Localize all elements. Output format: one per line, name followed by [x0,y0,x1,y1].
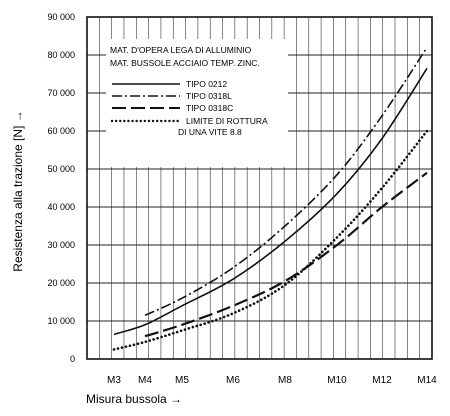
x-tick-label: M14 [417,375,437,386]
series-line-3 [144,171,428,338]
y-tick-label: 20 000 [47,278,75,288]
x-axis-title: Misura bussola → [86,392,182,406]
legend-header-line-2: MAT. BUSSOLE ACCIAIO TEMP. ZINC. [110,58,260,68]
x-tick-label: M5 [175,375,189,386]
legend: MAT. D'OPERA LEGA DI ALLUMINIO MAT. BUSS… [106,39,288,167]
y-tick-label: 70 000 [47,88,75,98]
series-line-2 [144,46,428,317]
y-tick-label: 40 000 [47,202,75,212]
legend-label-tipo-0318l: TIPO 0318L [186,91,232,101]
series-line-1 [113,67,428,336]
series-line-4 [112,129,429,351]
y-tick-label: 50 000 [47,164,75,174]
legend-label-limite-rottura-line-1: LIMITE DI ROTTURA [186,116,268,126]
y-tick-label: 10 000 [47,316,75,326]
legend-label-tipo-0212: TIPO 0212 [186,79,227,89]
x-tick-labels: M3 M4 M5 M6 M8 M10 M12 M14 [107,375,437,386]
x-tick-label: M3 [107,375,121,386]
y-tick-label: 90 000 [47,12,75,22]
y-tick-label: 30 000 [47,240,75,250]
y-axis-title: Resistenza alla trazione [N] → [11,110,25,271]
x-tick-label: M10 [327,375,347,386]
y-tick-labels: 0 10 000 20 000 30 000 40 000 50 000 60 000 70 … [47,12,75,364]
series-lines [112,46,429,351]
x-tick-label: M6 [226,375,240,386]
plot-frame [86,16,433,360]
y-tick-label: 60 000 [47,126,75,136]
y-tick-label: 80 000 [47,50,75,60]
x-tick-label: M8 [278,375,292,386]
legend-label-limite-rottura-line-2: DI UNA VITE 8.8 [178,127,242,137]
y-tick-label: 0 [70,354,75,364]
legend-header-line-1: MAT. D'OPERA LEGA DI ALLUMINIO [110,45,252,55]
legend-label-tipo-0318c: TIPO 0318C [186,103,233,113]
x-tick-label: M4 [138,375,152,386]
legend-background [106,39,288,167]
x-tick-label: M12 [372,375,392,386]
